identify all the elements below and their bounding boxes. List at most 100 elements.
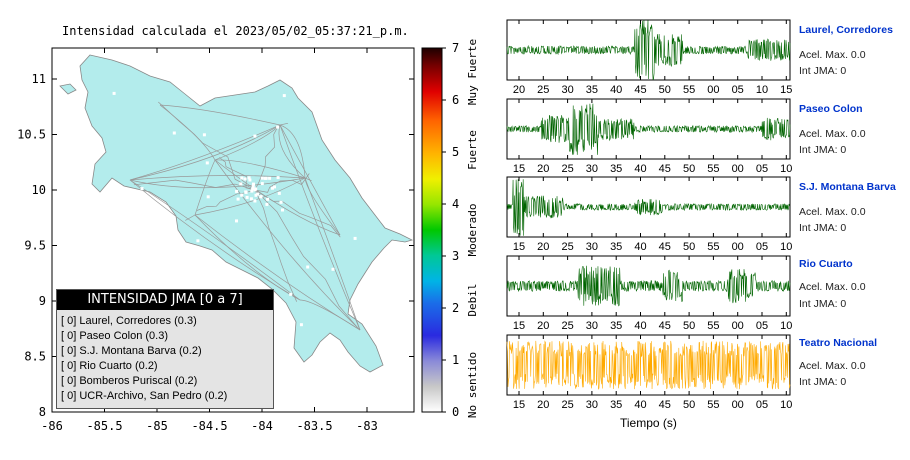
road xyxy=(194,214,361,331)
road xyxy=(304,177,361,331)
town-marker xyxy=(253,199,257,203)
map-axis-ticks: 11 10.5 10 9.5 9 8.5 8-86 -85.5 -85 -84.5 -84 -83.5… xyxy=(17,48,414,433)
town-marker xyxy=(112,91,116,95)
time-tick-label: 25 xyxy=(537,84,549,96)
legend-list: [ 0] Laurel, Corredores (0.3) [ 0] Paseo… xyxy=(61,314,273,404)
town-marker xyxy=(236,197,240,201)
road xyxy=(279,124,341,236)
town-marker xyxy=(276,125,280,129)
map-title: Intensidad calculada el 2023/05/02_05:37… xyxy=(62,24,409,38)
road xyxy=(279,124,306,179)
time-tick-label: 05 xyxy=(756,163,768,175)
station-int: Int JMA: 0 xyxy=(799,376,847,388)
time-tick-label: 50 xyxy=(683,163,695,175)
time-tick-label: 45 xyxy=(634,84,646,96)
legend-item: [ 0] Laurel, Corredores (0.3) xyxy=(61,315,197,327)
scale-category-label: Debil xyxy=(466,283,479,316)
time-tick-label: 30 xyxy=(586,163,598,175)
time-tick-label: 25 xyxy=(561,399,573,411)
road-network xyxy=(129,101,361,331)
time-tick-label: 55 xyxy=(707,320,719,332)
town-marker xyxy=(289,292,293,296)
panel-frame xyxy=(506,334,791,396)
map-x-tick-label: -84.5 xyxy=(191,419,227,433)
waveform-trace xyxy=(506,103,791,155)
waveform-trace xyxy=(506,179,791,236)
time-tick-label: 55 xyxy=(707,399,719,411)
town-marker xyxy=(243,177,247,181)
map-y-tick-label: 8.5 xyxy=(24,350,46,364)
scale-tick-label: 1 xyxy=(452,353,459,367)
time-tick-label: 30 xyxy=(586,320,598,332)
town-marker xyxy=(264,176,268,180)
town-marker xyxy=(250,189,254,193)
time-tick-label: 40 xyxy=(634,399,646,411)
map-y-tick-label: 10 xyxy=(32,183,46,197)
time-tick-label: 45 xyxy=(659,163,671,175)
time-tick-label: 50 xyxy=(683,399,695,411)
time-tick-label: 00 xyxy=(732,320,744,332)
station-name: S.J. Montana Barva xyxy=(799,181,896,193)
town-marker xyxy=(282,94,286,98)
map-y-tick-label: 9.5 xyxy=(24,239,46,253)
town-marker xyxy=(205,161,209,165)
road xyxy=(133,179,256,191)
station-acel: Acel. Max. 0.0 xyxy=(799,281,866,293)
station-name: Laurel, Corredores xyxy=(799,24,893,36)
waveform-panel: 15 20 25 30 35 40 45 50 55 00 05 10 xyxy=(506,176,792,253)
map-y-tick-label: 9 xyxy=(39,294,46,308)
town-marker xyxy=(260,182,264,186)
town-marker xyxy=(253,134,257,138)
time-tick-label: 35 xyxy=(610,163,622,175)
station-int: Int JMA: 0 xyxy=(799,65,847,77)
time-tick-label: 35 xyxy=(610,241,622,253)
road xyxy=(129,124,281,181)
town-marker xyxy=(235,189,239,193)
time-tick-label: 15 xyxy=(513,320,525,332)
road xyxy=(159,104,281,126)
town-marker xyxy=(138,266,141,270)
time-tick-label: 25 xyxy=(561,163,573,175)
town-marker xyxy=(256,192,260,196)
town-marker xyxy=(265,202,269,206)
scale-tick-label: 6 xyxy=(452,93,459,107)
town-marker xyxy=(247,176,251,180)
scale-tick-label: 5 xyxy=(452,145,459,159)
town-marker xyxy=(251,184,255,188)
time-tick-label: 15 xyxy=(513,399,525,411)
scale-category-label: Muy Fuerte xyxy=(466,39,479,105)
legend-item: [ 0] Bomberos Puriscal (0.2) xyxy=(61,375,198,387)
road xyxy=(254,126,279,191)
town-marker xyxy=(271,186,274,190)
town-marker xyxy=(239,182,243,186)
road xyxy=(254,189,358,328)
panel-frame xyxy=(506,98,791,160)
town-marker xyxy=(279,200,283,204)
time-tick-label: 55 xyxy=(707,163,719,175)
station-name: Paseo Colon xyxy=(799,103,863,115)
time-tick-label: 30 xyxy=(561,84,573,96)
road xyxy=(185,214,196,221)
map-y-tick-label: 8 xyxy=(39,405,46,419)
town-marker xyxy=(104,268,108,271)
road xyxy=(214,159,306,179)
time-tick-label: 35 xyxy=(610,320,622,332)
scale-category-label: No sentido xyxy=(466,352,479,418)
town-marker xyxy=(266,197,270,201)
town-marker xyxy=(240,176,244,180)
time-tick-label: 15 xyxy=(513,163,525,175)
town-marker xyxy=(187,267,191,271)
town-marker xyxy=(248,178,252,182)
road xyxy=(304,177,341,236)
scale-tick-label: 4 xyxy=(452,197,459,211)
town-marker xyxy=(245,195,249,199)
waveform-panel: 15 20 25 30 35 40 45 50 55 00 05 10 xyxy=(506,334,792,411)
town-marker xyxy=(254,187,258,191)
road xyxy=(279,122,289,126)
town-marker xyxy=(249,197,253,201)
town-marker xyxy=(140,257,143,261)
map-x-tick-label: -83.5 xyxy=(296,419,332,433)
time-tick-label: 45 xyxy=(659,320,671,332)
town-marker xyxy=(240,193,244,197)
